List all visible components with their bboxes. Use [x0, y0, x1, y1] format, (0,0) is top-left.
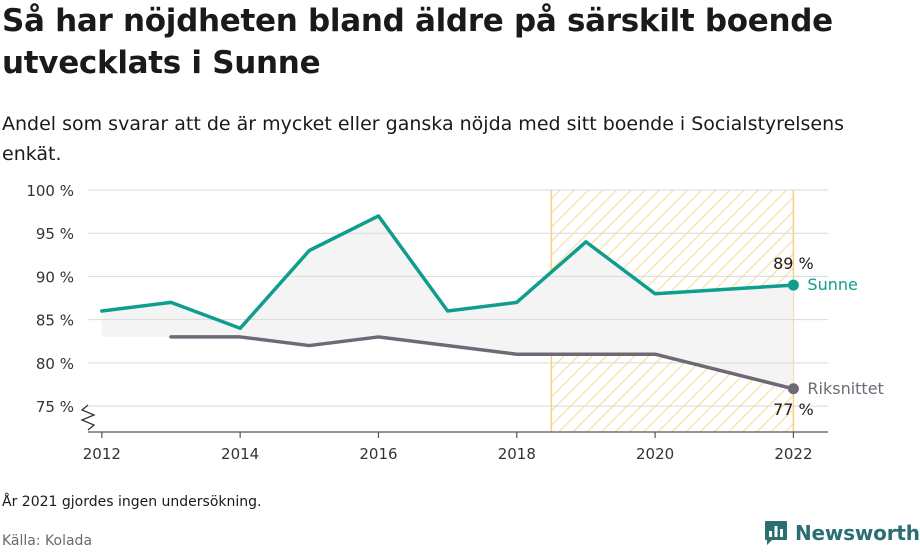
- line-chart: 75 % 80 % 85 % 90 % 95 % 100 % 2012 2014 2016 201…: [26, 182, 883, 463]
- chart-title: Så har nöjdheten bland äldre på särskilt…: [2, 3, 833, 81]
- riksnittet-series-label: Riksnittet: [807, 379, 883, 398]
- y-tick-label: 100 %: [26, 182, 74, 200]
- x-tick-label: 2016: [359, 445, 397, 463]
- x-tick-label: 2018: [498, 445, 536, 463]
- x-tick-label: 2022: [774, 445, 812, 463]
- y-tick-label: 95 %: [36, 225, 74, 243]
- axis-break-icon: [80, 404, 96, 431]
- sunne-series-label: Sunne: [807, 275, 857, 294]
- riksnittet-end-point: [787, 383, 799, 395]
- x-tick-label: 2012: [83, 445, 121, 463]
- x-tick-label: 2020: [636, 445, 674, 463]
- source-text: Källa: Kolada: [2, 533, 93, 549]
- bar-chart-logo-icon: [765, 521, 787, 545]
- y-tick-label: 85 %: [36, 312, 74, 330]
- brand-name: Newsworthy: [795, 521, 920, 545]
- footnote: År 2021 gjordes ingen undersökning.: [2, 494, 262, 510]
- y-tick-label: 80 %: [36, 355, 74, 373]
- x-tick-label: 2014: [221, 445, 259, 463]
- riksnittet-value-label: 77 %: [773, 400, 814, 419]
- sunne-end-point: [787, 279, 799, 291]
- sunne-line: [100, 214, 796, 331]
- y-tick-label: 75 %: [36, 398, 74, 416]
- riksnittet-line: [169, 335, 796, 391]
- newsworthy-logo[interactable]: Newsworthy: [764, 520, 920, 546]
- y-tick-label: 90 %: [36, 268, 74, 286]
- sunne-value-label: 89 %: [773, 254, 814, 273]
- gap-fill-area: [101, 215, 794, 389]
- chart-subtitle: Andel som svarar att de är mycket eller …: [2, 113, 845, 165]
